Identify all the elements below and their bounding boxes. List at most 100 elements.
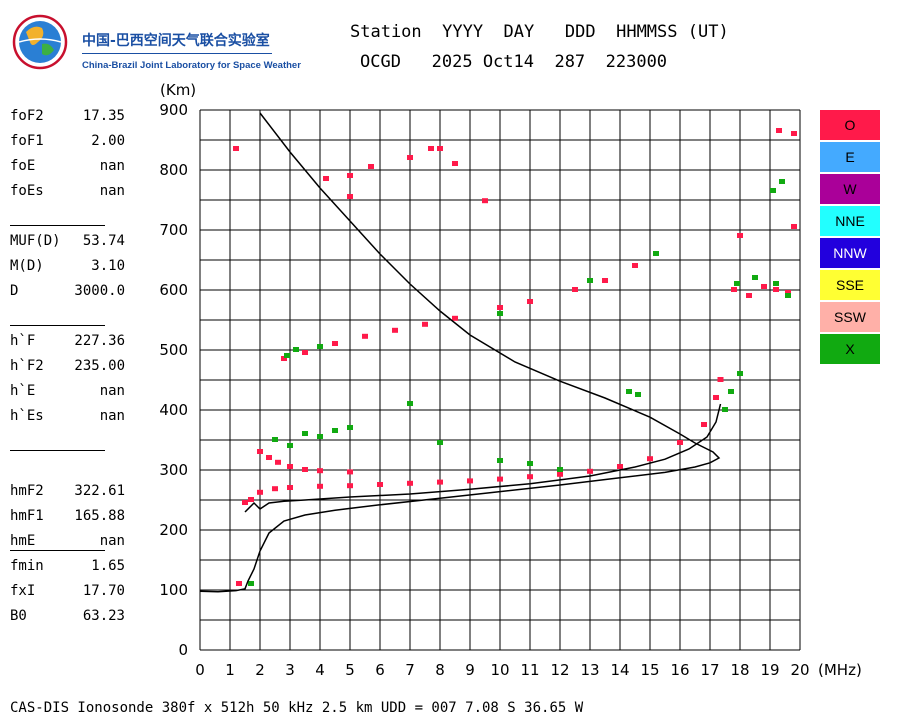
echo-point-o xyxy=(437,479,443,485)
param-row: foEs nan xyxy=(10,183,130,203)
echo-point-o xyxy=(773,287,779,292)
legend-label: O xyxy=(844,117,856,133)
param-label: MUF(D) xyxy=(10,233,61,249)
echo-point-o xyxy=(731,287,737,292)
legend-nne: NNE xyxy=(820,206,880,236)
param-label: foF2 xyxy=(10,108,44,124)
echo-point-o xyxy=(407,155,413,160)
echo-point-o xyxy=(785,290,791,295)
param-label: M(D) xyxy=(10,258,44,274)
echo-point-o xyxy=(497,476,503,482)
param-row: h`E nan xyxy=(10,383,130,403)
echo-point-x xyxy=(287,443,293,448)
echo-point-o xyxy=(332,341,338,346)
param-row: foF1 2.00 xyxy=(10,133,130,153)
echo-point-x xyxy=(557,467,563,472)
param-value: nan xyxy=(99,408,125,424)
echo-point-x xyxy=(497,311,503,316)
legend-label: W xyxy=(843,181,857,197)
legend-nnw: NNW xyxy=(820,238,880,268)
echo-point-o xyxy=(272,486,278,492)
echo-point-o xyxy=(587,468,593,474)
param-row: foF2 17.35 xyxy=(10,108,130,128)
param-label: hmF1 xyxy=(10,508,44,524)
param-label: fmin xyxy=(10,558,44,574)
param-separator xyxy=(10,550,105,551)
echo-point-o xyxy=(233,146,239,151)
echo-point-x xyxy=(272,437,278,442)
echo-point-o xyxy=(347,173,353,178)
param-value: 53.74 xyxy=(82,233,125,249)
param-value: 2.00 xyxy=(91,133,125,149)
param-row: D 3000.0 xyxy=(10,283,130,303)
legend-o: O xyxy=(820,110,880,140)
virtual-height-trace xyxy=(199,112,721,593)
echo-point-o xyxy=(347,469,353,475)
echo-point-o xyxy=(236,581,242,586)
echo-point-o xyxy=(713,395,719,400)
param-value: nan xyxy=(99,158,125,174)
echo-point-x xyxy=(332,428,338,433)
param-value: 3000.0 xyxy=(74,283,125,299)
param-row: fxI 17.70 xyxy=(10,583,130,603)
echo-point-o xyxy=(407,480,413,486)
echo-point-o xyxy=(422,321,428,327)
echo-point-x xyxy=(728,389,734,394)
param-value: nan xyxy=(99,533,125,549)
echo-point-o xyxy=(287,464,293,469)
param-row: M(D) 3.10 xyxy=(10,258,130,278)
legend-e: E xyxy=(820,142,880,172)
legend-x: X xyxy=(820,334,880,364)
echo-point-o xyxy=(497,305,503,310)
echo-point-x xyxy=(347,425,353,430)
echo-point-o xyxy=(281,356,287,361)
echo-point-x xyxy=(293,347,299,352)
x-tick-label: 0 xyxy=(195,661,205,679)
echo-point-x xyxy=(587,278,593,283)
echo-point-o xyxy=(617,464,623,469)
echo-point-x xyxy=(653,251,659,256)
x-tick-label: 11 xyxy=(520,661,539,679)
echo-point-o xyxy=(482,198,488,204)
chart-curves xyxy=(199,112,722,593)
echo-point-o xyxy=(323,176,329,181)
legend-label: SSW xyxy=(834,309,866,325)
x-tick-label: 6 xyxy=(375,661,385,679)
legend-w: W xyxy=(820,174,880,204)
globe-logo-icon xyxy=(12,14,68,70)
echo-point-o xyxy=(392,327,398,333)
echo-point-o xyxy=(632,263,638,268)
param-label: D xyxy=(10,283,19,299)
echo-point-x xyxy=(722,407,728,412)
echo-point-o xyxy=(257,449,263,454)
echo-point-o xyxy=(437,146,443,151)
param-row: h`F2 235.00 xyxy=(10,358,130,378)
y-tick-label: 0 xyxy=(178,641,188,659)
param-separator xyxy=(10,225,105,226)
echo-point-o xyxy=(302,350,308,355)
echo-point-x xyxy=(317,344,323,349)
echo-point-o xyxy=(275,459,281,465)
echo-point-o xyxy=(317,483,323,489)
echo-point-x xyxy=(248,581,254,586)
echo-point-o xyxy=(602,278,608,283)
x-tick-label: 13 xyxy=(580,661,599,679)
echo-point-o xyxy=(287,485,293,490)
echo-point-o xyxy=(737,233,743,238)
y-tick-label: 400 xyxy=(159,401,188,419)
y-tick-label: 200 xyxy=(159,521,188,539)
x-tick-label: 4 xyxy=(315,661,325,679)
x-axis-label: (MHz) xyxy=(818,661,862,679)
echo-point-x xyxy=(734,281,740,286)
echo-point-o xyxy=(452,161,458,166)
chart-traces xyxy=(233,128,797,586)
echo-point-o xyxy=(266,455,272,460)
y-axis-label: (Km) xyxy=(160,81,196,99)
echo-point-o xyxy=(302,467,308,472)
echo-point-o xyxy=(347,194,353,199)
echo-point-o xyxy=(347,483,353,489)
x-tick-label: 8 xyxy=(435,661,445,679)
legend-label: X xyxy=(845,341,855,357)
param-row: foE nan xyxy=(10,158,130,178)
echo-point-x xyxy=(284,353,290,358)
